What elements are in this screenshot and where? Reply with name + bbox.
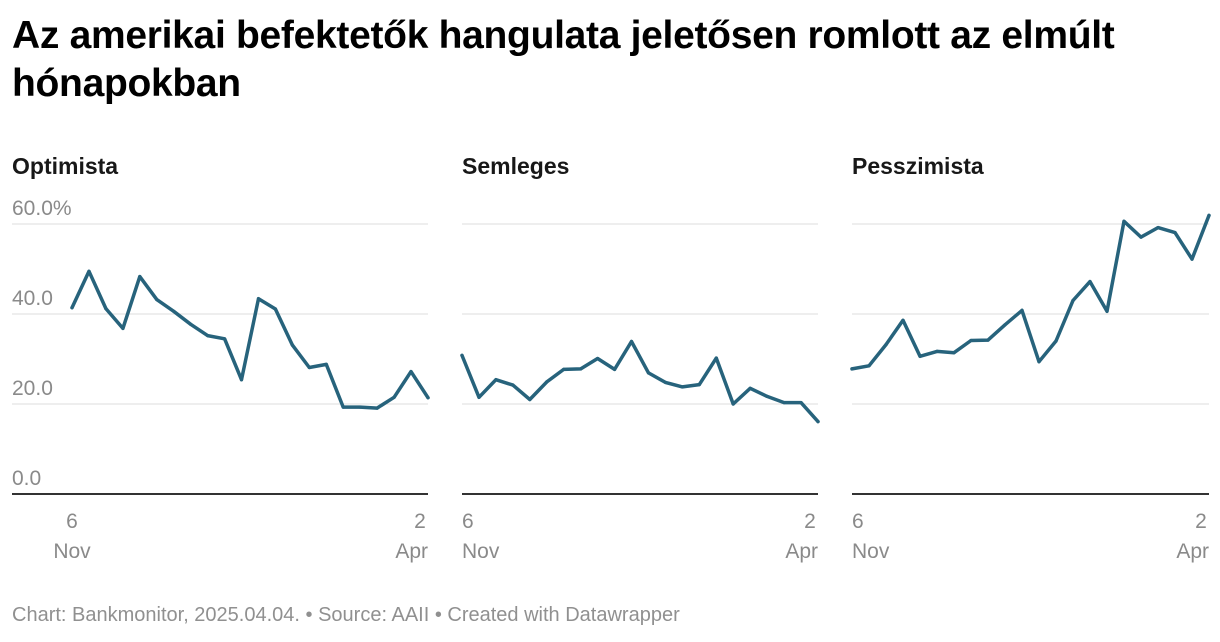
footer-separator: • bbox=[299, 604, 319, 626]
data-point bbox=[121, 326, 125, 330]
data-point bbox=[1020, 308, 1024, 312]
data-point bbox=[392, 395, 396, 399]
data-point bbox=[1122, 219, 1126, 223]
data-point bbox=[1088, 280, 1092, 284]
data-point bbox=[307, 365, 311, 370]
data-point bbox=[104, 307, 108, 311]
data-point bbox=[748, 386, 752, 390]
data-point bbox=[562, 367, 566, 371]
data-point bbox=[952, 351, 956, 355]
data-point bbox=[138, 275, 142, 279]
x-tick-label-start-month: Nov bbox=[53, 540, 91, 563]
data-point bbox=[1156, 226, 1160, 230]
data-point bbox=[511, 383, 515, 387]
y-tick-label: 0.0 bbox=[12, 467, 41, 490]
data-point bbox=[1105, 309, 1109, 313]
data-point bbox=[1037, 360, 1041, 364]
data-point bbox=[1139, 235, 1143, 239]
data-point bbox=[697, 383, 701, 387]
data-point bbox=[969, 338, 973, 343]
x-tick-label-end: 2 bbox=[414, 510, 426, 533]
panel-title-optimista: Optimista bbox=[12, 153, 119, 179]
data-point bbox=[816, 420, 820, 424]
series-line-pesszimista bbox=[850, 213, 1211, 371]
data-point bbox=[1054, 339, 1058, 343]
data-point bbox=[596, 356, 600, 361]
panel-title-pesszimista: Pesszimista bbox=[852, 153, 984, 179]
data-point bbox=[324, 362, 328, 366]
data-point bbox=[799, 401, 803, 405]
data-point bbox=[935, 349, 939, 353]
data-point bbox=[765, 394, 769, 398]
data-point bbox=[460, 353, 464, 357]
data-point bbox=[918, 354, 922, 358]
chart-title: Az amerikai befektetők hangulata jeletős… bbox=[12, 14, 1115, 105]
series-line-optimista bbox=[70, 269, 430, 410]
x-tick-label-start: 6 bbox=[852, 510, 864, 533]
footer-tool: Created with Datawrapper bbox=[447, 604, 680, 626]
x-tick-label-end: 2 bbox=[1195, 510, 1207, 533]
data-point bbox=[646, 371, 651, 375]
data-point bbox=[867, 364, 871, 368]
x-tick-label-start: 6 bbox=[66, 510, 78, 533]
data-point bbox=[273, 307, 277, 311]
data-point bbox=[409, 370, 413, 374]
data-point bbox=[172, 309, 176, 313]
footer-credit: Chart: Bankmonitor, 2025.04.04. bbox=[12, 604, 300, 626]
data-point bbox=[358, 405, 362, 409]
panel-title-semleges: Semleges bbox=[462, 153, 570, 179]
x-tick-label-start-month: Nov bbox=[462, 540, 500, 563]
series-line-semleges bbox=[460, 339, 820, 424]
data-point bbox=[341, 405, 345, 409]
data-point bbox=[901, 318, 905, 322]
x-tick-label-start-month: Nov bbox=[852, 540, 890, 563]
data-point bbox=[782, 401, 786, 405]
data-point bbox=[850, 367, 854, 371]
data-point bbox=[731, 402, 735, 406]
data-point bbox=[629, 339, 634, 344]
data-point bbox=[884, 343, 888, 347]
data-point bbox=[1173, 231, 1177, 235]
data-point bbox=[494, 378, 498, 382]
data-point bbox=[663, 380, 668, 384]
x-tick-label-end: 2 bbox=[804, 510, 816, 533]
y-tick-label: 60.0% bbox=[12, 197, 72, 220]
y-tick-label: 40.0 bbox=[12, 287, 53, 310]
x-tick-label-start: 6 bbox=[462, 510, 474, 533]
chart-footer: Chart: Bankmonitor, 2025.04.04. • Source… bbox=[12, 604, 680, 627]
data-point bbox=[239, 378, 244, 382]
data-point bbox=[375, 406, 379, 410]
data-point bbox=[613, 367, 617, 371]
data-point bbox=[1071, 298, 1075, 303]
x-tick-label-end-month: Apr bbox=[785, 540, 818, 563]
data-point bbox=[680, 385, 685, 389]
data-point bbox=[528, 397, 532, 402]
x-tick-label-end-month: Apr bbox=[395, 540, 428, 563]
footer-separator: • bbox=[429, 604, 448, 626]
data-point bbox=[1207, 213, 1211, 217]
data-point bbox=[70, 306, 74, 310]
data-point bbox=[579, 367, 583, 371]
data-point bbox=[1190, 257, 1194, 261]
data-point bbox=[256, 297, 261, 301]
data-point bbox=[477, 395, 481, 399]
y-tick-label: 20.0 bbox=[12, 377, 53, 400]
data-point bbox=[545, 380, 549, 384]
data-point bbox=[1003, 323, 1007, 327]
data-point bbox=[206, 334, 210, 338]
footer-source: Source: AAII bbox=[318, 604, 430, 626]
data-point bbox=[87, 269, 91, 273]
data-point bbox=[189, 322, 193, 326]
data-point bbox=[986, 338, 990, 342]
data-point bbox=[290, 343, 294, 347]
data-point bbox=[155, 298, 159, 302]
data-point bbox=[714, 356, 718, 360]
x-tick-label-end-month: Apr bbox=[1176, 540, 1209, 563]
data-point bbox=[223, 337, 227, 341]
data-point bbox=[426, 396, 430, 400]
